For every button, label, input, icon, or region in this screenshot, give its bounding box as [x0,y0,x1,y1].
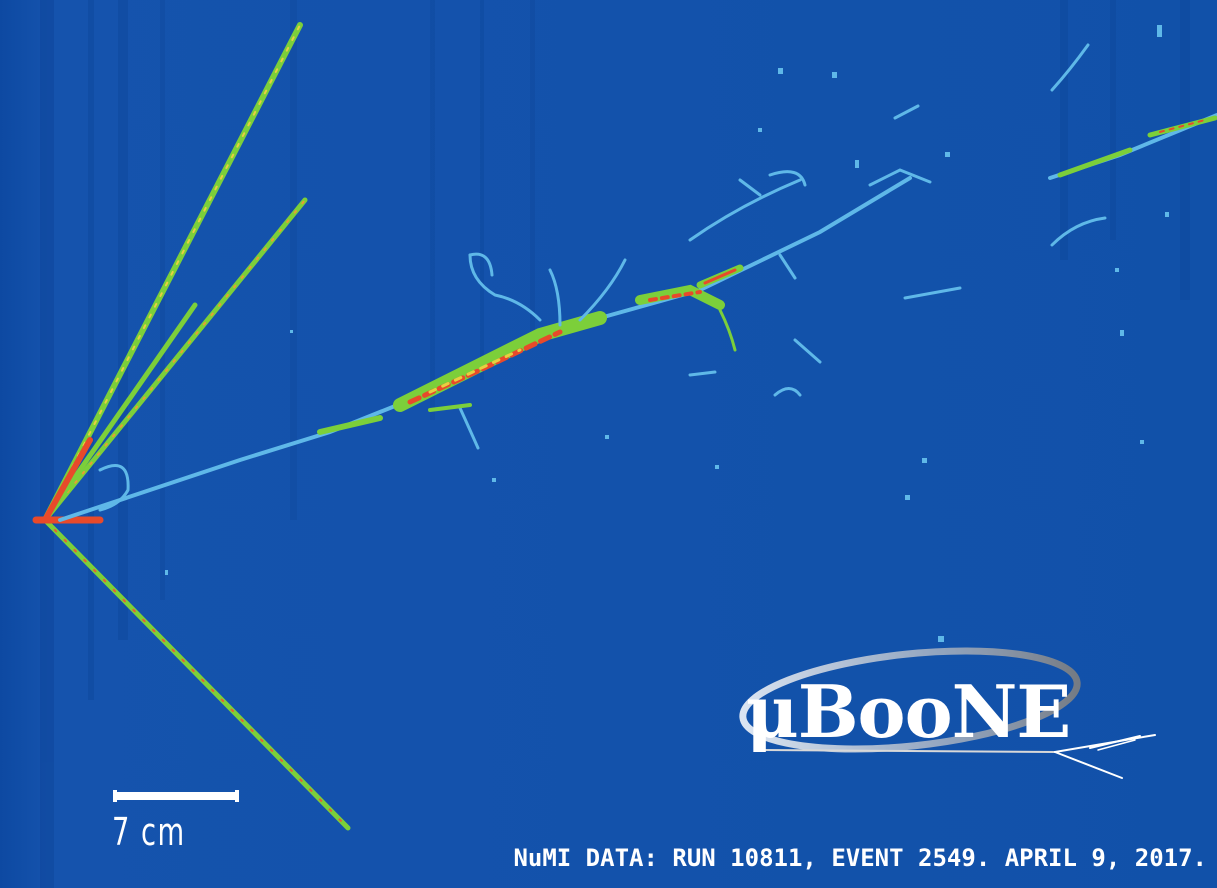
scale-bar [113,790,239,802]
upper-right-tracks [1048,43,1217,247]
vertex-tracks [32,22,351,831]
shower-track [58,104,962,522]
microboone-logo: μBooNE [746,669,1071,754]
run-caption: NuMI DATA: RUN 10811, EVENT 2549. APRIL … [513,844,1207,872]
logo-graphic [739,647,1156,779]
noise-streaks [40,0,1190,888]
isolated-hits [165,25,1169,642]
scale-bar-label: 7 cm [112,810,186,854]
